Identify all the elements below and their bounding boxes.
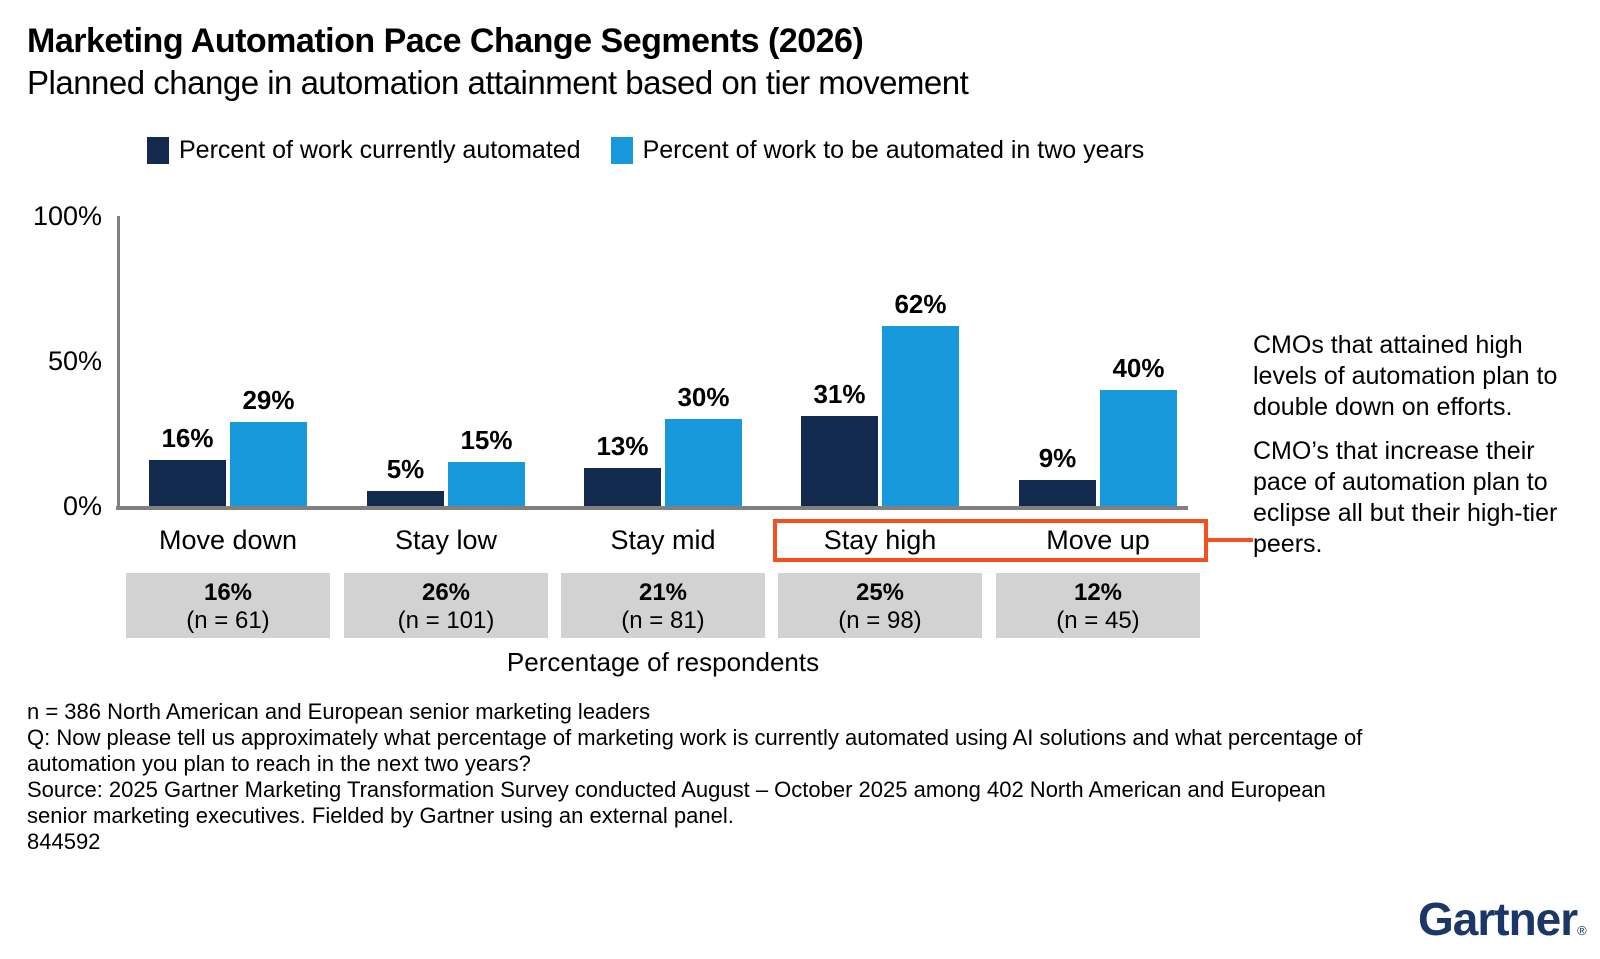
value-label-future-stay-low: 15% xyxy=(460,425,513,455)
value-label-current-stay-low: 5% xyxy=(386,454,425,484)
highlight-box xyxy=(773,519,1208,562)
category-label-move-up: Move up xyxy=(1046,525,1150,555)
bar-future-stay-high xyxy=(882,326,959,506)
x-axis-label: Percentage of respondents xyxy=(506,647,820,677)
bar-future-move-up xyxy=(1100,390,1177,506)
gartner-logo: Gartner® xyxy=(1418,892,1587,946)
footnote-document-id: 844592 xyxy=(27,829,101,854)
respondent-n-stay-high: (n = 98) xyxy=(838,607,922,634)
respondent-n-move-up: (n = 45) xyxy=(1056,607,1140,634)
bar-chart: 100% 50% 0% Percentage of respondents 16… xyxy=(0,190,1600,710)
value-label-current-move-up: 9% xyxy=(1038,443,1077,473)
gartner-logo-text: Gartner xyxy=(1418,893,1578,945)
bar-current-stay-mid xyxy=(584,468,661,506)
legend-swatch-future-icon xyxy=(610,137,633,164)
page-title: Marketing Automation Pace Change Segment… xyxy=(27,22,864,60)
respondent-pct-move-down: 16% xyxy=(203,579,253,606)
bar-future-stay-mid xyxy=(665,419,742,506)
value-label-current-stay-high: 31% xyxy=(813,379,866,409)
respondent-box-stay-low: 26% (n = 101) xyxy=(344,573,548,638)
respondent-box-move-up: 12% (n = 45) xyxy=(996,573,1200,638)
bar-future-move-down xyxy=(230,422,307,506)
y-axis-tick-100: 100% xyxy=(32,201,102,231)
y-axis-tick-0: 0% xyxy=(62,491,102,521)
footnote-source: Source: 2025 Gartner Marketing Transform… xyxy=(27,777,1326,828)
footnotes: n = 386 North American and European seni… xyxy=(27,699,1377,855)
respondent-pct-stay-low: 26% xyxy=(421,579,471,606)
category-label-stay-high: Stay high xyxy=(823,525,937,555)
highlight-connector-line xyxy=(1208,538,1253,542)
value-label-future-move-up: 40% xyxy=(1112,353,1165,383)
respondent-box-stay-high: 25% (n = 98) xyxy=(778,573,982,638)
bar-current-move-up xyxy=(1019,480,1096,506)
bar-current-stay-low xyxy=(367,491,444,506)
footnote-sample: n = 386 North American and European seni… xyxy=(27,699,651,724)
legend-item-future: Percent of work to be automated in two y… xyxy=(610,136,1145,165)
respondent-pct-move-up: 12% xyxy=(1073,579,1123,606)
respondent-n-stay-mid: (n = 81) xyxy=(621,607,705,634)
respondent-box-move-down: 16% (n = 61) xyxy=(126,573,330,638)
respondent-n-move-down: (n = 61) xyxy=(186,607,270,634)
value-label-future-move-down: 29% xyxy=(242,385,295,415)
registered-mark: ® xyxy=(1577,923,1587,938)
callout-text: CMOs that attained high levels of automa… xyxy=(1253,330,1565,573)
value-label-future-stay-mid: 30% xyxy=(677,382,730,412)
value-label-current-move-down: 16% xyxy=(161,423,214,453)
value-label-future-stay-high: 62% xyxy=(894,289,947,319)
x-axis-line xyxy=(116,506,1188,510)
legend-label-future: Percent of work to be automated in two y… xyxy=(642,136,1145,164)
footnote-question: Q: Now please tell us approximately what… xyxy=(27,725,1363,776)
callout-paragraph-2: CMO’s that increase their pace of automa… xyxy=(1253,437,1558,558)
legend-label-current: Percent of work currently automated xyxy=(179,136,581,164)
respondent-n-stay-low: (n = 101) xyxy=(397,607,495,634)
chart-legend: Percent of work currently automated Perc… xyxy=(147,136,1144,165)
bar-current-move-down xyxy=(149,460,226,506)
callout-paragraph-1: CMOs that attained high levels of automa… xyxy=(1253,331,1558,421)
category-label-stay-low: Stay low xyxy=(394,525,498,555)
y-axis-line xyxy=(117,216,120,510)
page-subtitle: Planned change in automation attainment … xyxy=(27,64,969,101)
value-label-current-stay-mid: 13% xyxy=(596,431,649,461)
y-axis-tick-50: 50% xyxy=(47,346,102,376)
bar-future-stay-low xyxy=(448,462,525,506)
respondent-box-stay-mid: 21% (n = 81) xyxy=(561,573,765,638)
category-label-move-down: Move down xyxy=(158,525,298,555)
legend-swatch-current-icon xyxy=(147,137,169,164)
bar-current-stay-high xyxy=(801,416,878,506)
respondent-pct-stay-high: 25% xyxy=(855,579,905,606)
category-label-stay-mid: Stay mid xyxy=(610,525,716,555)
legend-item-current: Percent of work currently automated xyxy=(147,136,581,165)
respondent-pct-stay-mid: 21% xyxy=(638,579,688,606)
